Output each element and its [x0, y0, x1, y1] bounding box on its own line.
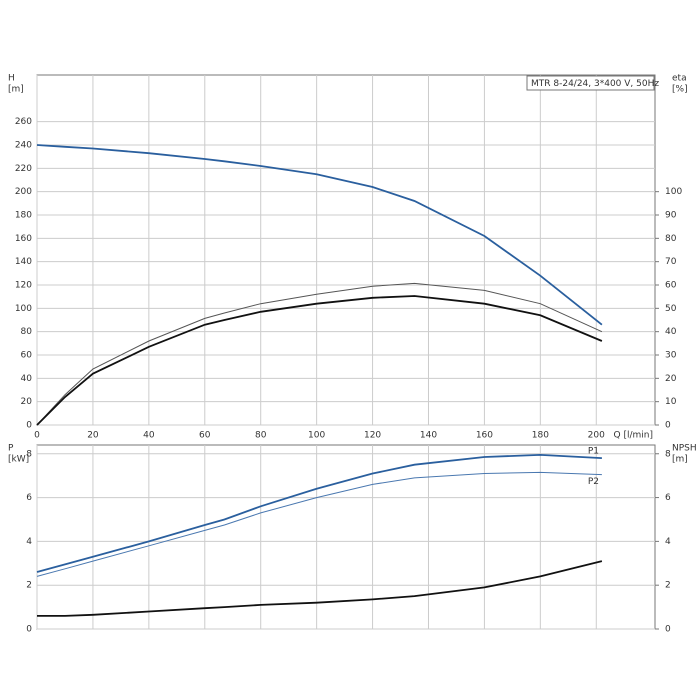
- series-line: [36, 282, 603, 426]
- y-tick-label: 100: [15, 304, 32, 314]
- y2-tick-label: 60: [665, 281, 677, 291]
- x-tick-label: 180: [532, 431, 549, 441]
- x-axis-label: Q [l/min]: [614, 431, 653, 441]
- plot-area: [36, 74, 656, 426]
- y-tick-label: 20: [21, 397, 33, 407]
- x-tick-label: 140: [420, 431, 437, 441]
- x-tick-label: 0: [34, 431, 40, 441]
- series-line: [36, 295, 603, 426]
- y2-axis-label: NPSH: [672, 444, 697, 454]
- x-tick-label: 100: [308, 431, 325, 441]
- series-line: [36, 471, 602, 577]
- x-tick-label: 160: [476, 431, 493, 441]
- y-axis-label: H: [8, 74, 15, 84]
- series-line: [36, 144, 603, 326]
- series-label: P1: [588, 447, 599, 457]
- y2-tick-label: 8: [665, 449, 671, 459]
- y-tick-label: 120: [15, 281, 32, 291]
- y2-tick-label: 90: [665, 211, 677, 221]
- x-tick-label: 40: [143, 431, 155, 441]
- series-label: P2: [588, 477, 599, 487]
- y2-tick-label: 20: [665, 374, 677, 384]
- y2-tick-label: 50: [665, 304, 677, 314]
- y2-axis-label: eta: [672, 74, 687, 84]
- y2-tick-label: 70: [665, 257, 677, 267]
- y-tick-label: 4: [26, 537, 32, 547]
- y-tick-label: 0: [26, 421, 32, 431]
- y2-axis-unit: [%]: [672, 85, 688, 95]
- x-tick-label: 60: [199, 431, 211, 441]
- y-tick-label: 0: [26, 625, 32, 635]
- y-axis-unit: [kW]: [8, 455, 29, 465]
- y2-tick-label: 10: [665, 397, 677, 407]
- y2-tick-label: 40: [665, 327, 677, 337]
- chart-title: MTR 8-24/24, 3*400 V, 50Hz: [531, 79, 659, 89]
- y-tick-label: 160: [15, 234, 32, 244]
- x-tick-label: 80: [255, 431, 267, 441]
- x-tick-label: 200: [588, 431, 605, 441]
- x-tick-label: 120: [364, 431, 381, 441]
- y-tick-label: 140: [15, 257, 32, 267]
- y-tick-label: 8: [26, 449, 32, 459]
- y-tick-label: 40: [21, 374, 33, 384]
- y-tick-label: 220: [15, 164, 32, 174]
- series-line: [36, 453, 602, 573]
- y2-tick-label: 4: [665, 537, 671, 547]
- y-tick-label: 240: [15, 141, 32, 151]
- y2-tick-label: 2: [665, 581, 671, 591]
- series-line: [37, 560, 603, 617]
- title-box: [526, 75, 655, 91]
- y2-tick-label: 0: [665, 625, 671, 635]
- y2-tick-label: 80: [665, 234, 677, 244]
- y2-tick-label: 6: [665, 493, 671, 503]
- y-tick-label: 80: [21, 327, 33, 337]
- x-tick-label: 20: [87, 431, 99, 441]
- y2-axis-unit: [m]: [672, 455, 688, 465]
- y2-tick-label: 30: [665, 351, 677, 361]
- y2-tick-label: 0: [665, 421, 671, 431]
- y-axis-label: P: [8, 444, 14, 454]
- y2-tick-label: 100: [665, 187, 682, 197]
- y-axis-unit: [m]: [8, 85, 24, 95]
- y-tick-label: 60: [21, 351, 33, 361]
- y-tick-label: 2: [26, 581, 32, 591]
- y-tick-label: 6: [26, 493, 32, 503]
- y-tick-label: 180: [15, 211, 32, 221]
- y-tick-label: 260: [15, 117, 32, 127]
- y-tick-label: 200: [15, 187, 32, 197]
